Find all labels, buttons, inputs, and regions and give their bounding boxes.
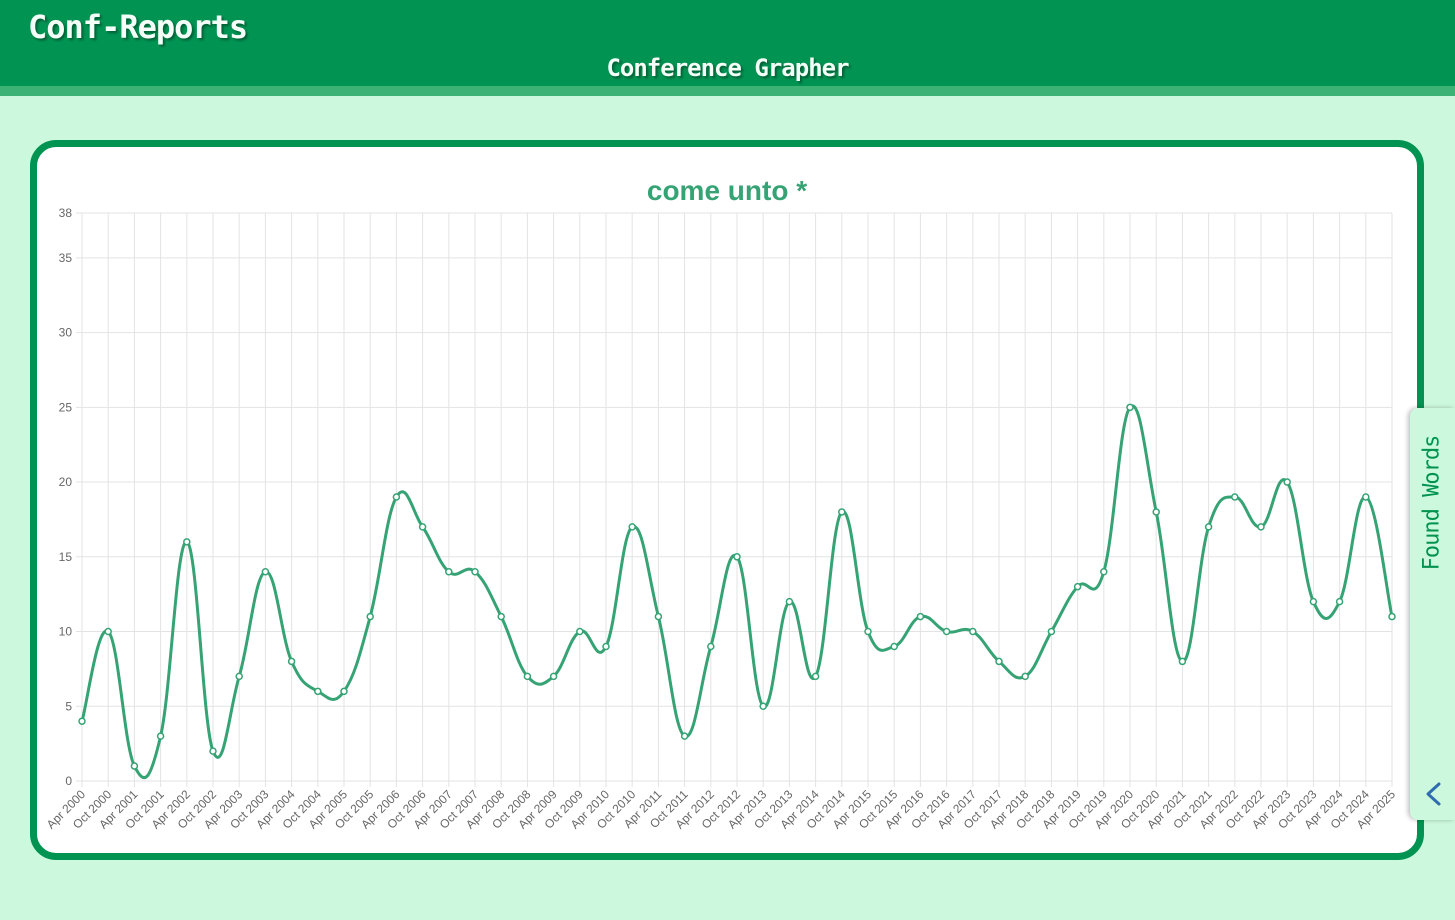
data-point[interactable] bbox=[1021, 672, 1029, 681]
header-stripe bbox=[0, 86, 1455, 96]
data-point[interactable] bbox=[811, 672, 820, 681]
data-point[interactable] bbox=[1257, 523, 1265, 531]
data-point[interactable] bbox=[104, 627, 112, 636]
data-point[interactable] bbox=[1204, 523, 1213, 531]
data-point[interactable] bbox=[1388, 612, 1396, 621]
data-point[interactable] bbox=[890, 642, 898, 651]
chart-grid bbox=[76, 212, 1393, 787]
y-tick-label: 5 bbox=[65, 699, 72, 713]
data-point[interactable] bbox=[602, 642, 610, 651]
data-point[interactable] bbox=[418, 523, 427, 531]
app-header bbox=[0, 0, 1455, 86]
data-point[interactable] bbox=[130, 762, 139, 770]
data-point[interactable] bbox=[759, 702, 767, 711]
y-axis-ticks: 0 5 10 15 20 25 30 35 38 bbox=[59, 206, 73, 788]
chart-title: come unto * bbox=[647, 175, 807, 206]
data-point[interactable] bbox=[340, 687, 348, 696]
data-point[interactable] bbox=[497, 612, 505, 621]
data-point[interactable] bbox=[261, 567, 270, 576]
data-point[interactable] bbox=[1126, 403, 1134, 412]
data-point[interactable] bbox=[392, 493, 401, 501]
data-point[interactable] bbox=[680, 732, 689, 740]
data-point[interactable] bbox=[942, 627, 951, 636]
data-point[interactable] bbox=[1309, 597, 1318, 606]
line-chart[interactable]: come unto * 0 5 10 15 20 25 30 35 38 Apr 2000Oct… bbox=[37, 147, 1417, 853]
data-point[interactable] bbox=[1100, 567, 1108, 576]
data-point[interactable] bbox=[1073, 582, 1082, 591]
data-point[interactable] bbox=[78, 717, 86, 725]
chart-card: come unto * 0 5 10 15 20 25 30 35 38 Apr 2000 Oct… bbox=[30, 140, 1424, 860]
data-point[interactable] bbox=[1231, 493, 1239, 501]
data-point[interactable] bbox=[969, 627, 977, 636]
data-point[interactable] bbox=[864, 627, 872, 636]
found-words-panel[interactable]: Found Words bbox=[1410, 408, 1455, 820]
data-point[interactable] bbox=[1178, 657, 1187, 666]
data-point[interactable] bbox=[471, 567, 479, 576]
data-point[interactable] bbox=[707, 642, 715, 651]
data-point[interactable] bbox=[314, 687, 322, 696]
data-point[interactable] bbox=[654, 612, 663, 621]
data-point[interactable] bbox=[1362, 493, 1370, 501]
y-tick-label: 38 bbox=[59, 206, 73, 220]
page-subtitle: Conference Grapher bbox=[606, 54, 849, 82]
data-point[interactable] bbox=[445, 567, 453, 576]
chevron-left-icon[interactable] bbox=[1422, 781, 1446, 807]
found-words-label[interactable]: Found Words bbox=[1419, 435, 1445, 571]
y-tick-label: 30 bbox=[59, 326, 73, 340]
data-point[interactable] bbox=[183, 538, 191, 546]
data-point[interactable] bbox=[576, 627, 584, 636]
data-point[interactable] bbox=[1335, 597, 1344, 606]
data-point[interactable] bbox=[523, 672, 532, 681]
data-point[interactable] bbox=[785, 597, 794, 606]
y-tick-label: 10 bbox=[59, 625, 73, 639]
y-tick-label: 25 bbox=[59, 400, 73, 414]
y-tick-label: 20 bbox=[59, 475, 73, 489]
data-points bbox=[78, 403, 1396, 770]
app-title[interactable]: Conf-Reports bbox=[28, 8, 248, 46]
data-point[interactable] bbox=[235, 672, 243, 681]
data-point[interactable] bbox=[366, 612, 374, 621]
data-point[interactable] bbox=[733, 553, 741, 561]
data-point[interactable] bbox=[995, 657, 1003, 666]
data-point[interactable] bbox=[628, 523, 636, 531]
data-point[interactable] bbox=[1152, 508, 1160, 516]
y-tick-label: 0 bbox=[65, 774, 72, 788]
data-point[interactable] bbox=[838, 508, 846, 516]
data-point[interactable] bbox=[209, 747, 217, 755]
data-point[interactable] bbox=[156, 732, 165, 740]
data-point[interactable] bbox=[1047, 627, 1056, 636]
data-point[interactable] bbox=[1283, 478, 1291, 486]
data-point[interactable] bbox=[549, 672, 558, 681]
data-point[interactable] bbox=[916, 612, 925, 621]
y-tick-label: 15 bbox=[59, 550, 73, 564]
y-tick-label: 35 bbox=[59, 251, 73, 265]
data-point[interactable] bbox=[287, 657, 296, 666]
